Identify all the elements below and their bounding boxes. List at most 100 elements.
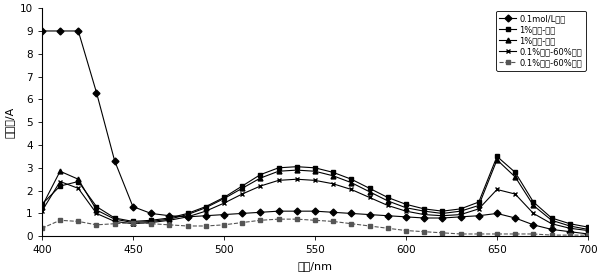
0.1%盐酸-60%乙醇 <box>348 222 355 225</box>
0.1mol/L盐酸 <box>39 29 46 33</box>
1%盐酸-甲醇 <box>548 216 555 220</box>
0.1mol/L盐酸 <box>366 213 373 216</box>
0.1mol/L盐酸 <box>512 216 519 220</box>
0.1%盐酸-60%丙醇 <box>220 202 228 205</box>
0.1%盐酸-60%乙醇 <box>166 223 173 227</box>
0.1%盐酸-60%丙醇 <box>57 180 64 183</box>
0.1%盐酸-60%乙醇 <box>457 232 464 236</box>
1%盐酸-乙醇 <box>57 170 64 173</box>
0.1%盐酸-60%丙醇 <box>166 219 173 222</box>
1%盐酸-甲醇 <box>220 196 228 199</box>
1%盐酸-甲醇 <box>293 165 300 168</box>
1%盐酸-甲醇 <box>111 216 119 220</box>
1%盐酸-甲醇 <box>329 171 337 174</box>
0.1%盐酸-60%丙醇 <box>366 196 373 199</box>
0.1%盐酸-60%乙醇 <box>293 218 300 221</box>
1%盐酸-乙醇 <box>439 212 446 215</box>
0.1%盐酸-60%乙醇 <box>39 227 46 230</box>
0.1%盐酸-60%丙醇 <box>566 227 574 230</box>
0.1%盐酸-60%乙醇 <box>275 218 282 221</box>
0.1mol/L盐酸 <box>421 216 428 220</box>
0.1%盐酸-60%丙醇 <box>348 188 355 191</box>
0.1%盐酸-60%乙醇 <box>93 223 100 227</box>
1%盐酸-甲醇 <box>384 196 391 199</box>
Legend: 0.1mol/L盐酸, 1%盐酸-甲醇, 1%盐酸-乙醇, 0.1%盐酸-60%丙醇, 0.1%盐酸-60%乙醇: 0.1mol/L盐酸, 1%盐酸-甲醇, 1%盐酸-乙醇, 0.1%盐酸-60%… <box>496 11 586 71</box>
1%盐酸-甲醇 <box>585 226 592 229</box>
0.1mol/L盐酸 <box>402 215 409 219</box>
1%盐酸-乙醇 <box>166 218 173 221</box>
0.1%盐酸-60%丙醇 <box>439 214 446 217</box>
1%盐酸-甲醇 <box>275 166 282 169</box>
0.1mol/L盐酸 <box>548 228 555 231</box>
0.1mol/L盐酸 <box>75 29 82 33</box>
0.1%盐酸-60%乙醇 <box>311 219 318 222</box>
0.1%盐酸-60%丙醇 <box>293 178 300 181</box>
0.1mol/L盐酸 <box>439 216 446 220</box>
0.1%盐酸-60%丙醇 <box>184 215 191 219</box>
0.1mol/L盐酸 <box>202 214 209 217</box>
X-axis label: 波长/nm: 波长/nm <box>297 261 332 271</box>
1%盐酸-乙醇 <box>585 228 592 231</box>
0.1mol/L盐酸 <box>494 212 501 215</box>
1%盐酸-乙醇 <box>457 210 464 213</box>
0.1%盐酸-60%丙醇 <box>93 212 100 215</box>
1%盐酸-甲醇 <box>366 187 373 190</box>
1%盐酸-乙醇 <box>566 224 574 228</box>
0.1%盐酸-60%乙醇 <box>384 227 391 230</box>
1%盐酸-甲醇 <box>184 212 191 215</box>
1%盐酸-甲醇 <box>39 203 46 206</box>
1%盐酸-乙醇 <box>311 170 318 173</box>
0.1%盐酸-60%乙醇 <box>421 230 428 233</box>
0.1%盐酸-60%丙醇 <box>530 212 537 215</box>
1%盐酸-乙醇 <box>256 177 264 180</box>
0.1mol/L盐酸 <box>475 214 482 217</box>
0.1%盐酸-60%丙醇 <box>238 192 246 196</box>
1%盐酸-甲醇 <box>457 207 464 211</box>
0.1%盐酸-60%乙醇 <box>75 220 82 223</box>
1%盐酸-甲醇 <box>494 155 501 158</box>
0.1%盐酸-60%丙醇 <box>585 229 592 232</box>
1%盐酸-甲醇 <box>512 171 519 174</box>
0.1%盐酸-60%乙醇 <box>256 219 264 222</box>
0.1%盐酸-60%乙醇 <box>329 220 337 223</box>
0.1%盐酸-60%乙醇 <box>220 223 228 227</box>
1%盐酸-乙醇 <box>475 204 482 207</box>
0.1mol/L盐酸 <box>329 211 337 214</box>
0.1%盐酸-60%丙醇 <box>475 207 482 211</box>
0.1%盐酸-60%丙醇 <box>275 179 282 182</box>
0.1%盐酸-60%乙醇 <box>184 224 191 228</box>
Line: 0.1%盐酸-60%乙醇: 0.1%盐酸-60%乙醇 <box>40 217 590 237</box>
Line: 0.1mol/L盐酸: 0.1mol/L盐酸 <box>40 29 591 236</box>
1%盐酸-甲醇 <box>75 180 82 183</box>
1%盐酸-乙醇 <box>348 181 355 184</box>
0.1%盐酸-60%乙醇 <box>366 224 373 228</box>
0.1mol/L盐酸 <box>275 210 282 213</box>
0.1%盐酸-60%乙醇 <box>57 219 64 222</box>
0.1%盐酸-60%乙醇 <box>475 232 482 236</box>
0.1mol/L盐酸 <box>384 214 391 217</box>
0.1mol/L盐酸 <box>530 223 537 227</box>
1%盐酸-甲醇 <box>421 207 428 211</box>
0.1%盐酸-60%丙醇 <box>494 188 501 191</box>
1%盐酸-乙醇 <box>93 208 100 212</box>
1%盐酸-乙醇 <box>293 169 300 172</box>
0.1%盐酸-60%乙醇 <box>402 229 409 232</box>
0.1%盐酸-60%丙醇 <box>384 204 391 207</box>
1%盐酸-甲醇 <box>311 166 318 169</box>
1%盐酸-甲醇 <box>566 222 574 225</box>
0.1%盐酸-60%乙醇 <box>439 231 446 235</box>
1%盐酸-乙醇 <box>494 158 501 161</box>
0.1%盐酸-60%丙醇 <box>202 210 209 213</box>
0.1%盐酸-60%乙醇 <box>129 221 137 224</box>
0.1%盐酸-60%丙醇 <box>311 179 318 182</box>
1%盐酸-乙醇 <box>548 219 555 222</box>
0.1%盐酸-60%丙醇 <box>39 210 46 213</box>
Line: 0.1%盐酸-60%丙醇: 0.1%盐酸-60%丙醇 <box>40 177 591 233</box>
1%盐酸-乙醇 <box>147 220 155 223</box>
0.1%盐酸-60%乙醇 <box>202 224 209 228</box>
0.1mol/L盐酸 <box>147 212 155 215</box>
0.1mol/L盐酸 <box>256 211 264 214</box>
0.1%盐酸-60%乙醇 <box>238 221 246 224</box>
1%盐酸-乙醇 <box>129 221 137 224</box>
0.1%盐酸-60%乙醇 <box>566 233 574 237</box>
